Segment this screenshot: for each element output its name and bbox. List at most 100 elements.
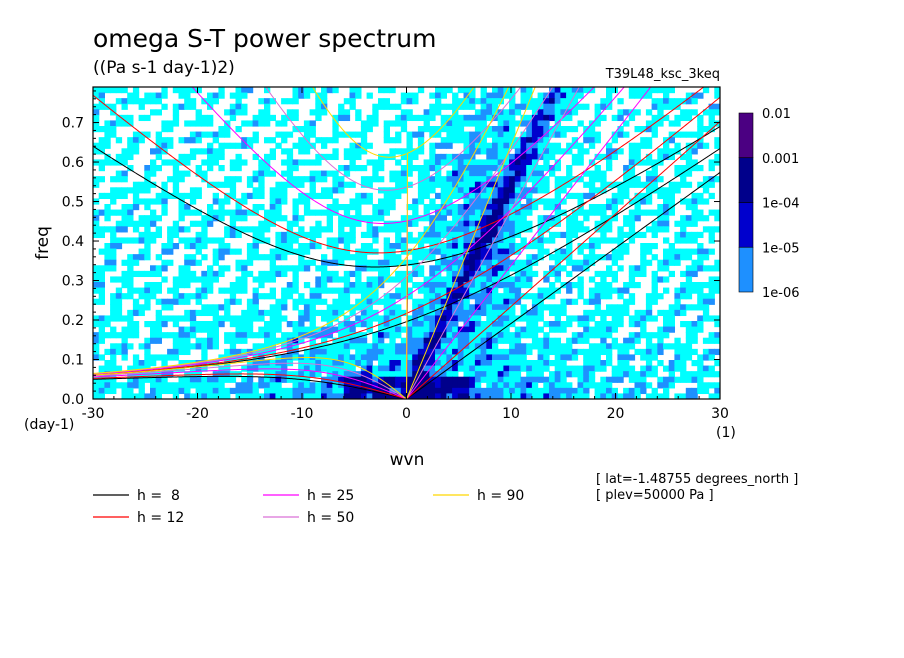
heatmap-cell	[121, 204, 128, 211]
heatmap-cell	[685, 326, 693, 333]
heatmap-cell	[412, 337, 419, 344]
heatmap-cell	[452, 103, 459, 110]
heatmap-cell	[657, 220, 664, 227]
heatmap-cell	[697, 131, 704, 138]
heatmap-cell	[389, 360, 396, 367]
heatmap-cell	[640, 137, 647, 144]
heatmap-cell	[549, 360, 556, 367]
heatmap-cell	[429, 365, 436, 372]
heatmap-cell	[645, 382, 653, 389]
heatmap-cell	[634, 153, 641, 161]
heatmap-cell	[286, 287, 294, 294]
heatmap-cell	[588, 276, 596, 283]
heatmap-cell	[503, 142, 510, 149]
heatmap-cell	[526, 103, 533, 110]
heatmap-cell	[457, 103, 465, 110]
heatmap-cell	[663, 114, 670, 122]
heatmap-cell	[417, 393, 425, 399]
heatmap-cell	[326, 393, 333, 399]
heatmap-cell	[697, 120, 704, 127]
heatmap-cell	[708, 287, 715, 294]
heatmap-cell	[332, 276, 339, 283]
heatmap-cell	[366, 198, 373, 205]
heatmap-cell	[588, 287, 596, 294]
heatmap-cell	[343, 393, 351, 399]
heatmap-cell	[571, 159, 579, 166]
heatmap-cell	[349, 165, 356, 172]
heatmap-cell	[412, 237, 419, 244]
heatmap-cell	[480, 198, 487, 205]
heatmap-cell	[549, 376, 556, 383]
heatmap-cell	[303, 87, 311, 94]
heatmap-cell	[623, 187, 630, 194]
y-axis: 0.00.10.20.30.40.50.60.7	[62, 90, 720, 408]
heatmap-cell	[486, 276, 493, 283]
heatmap-cell	[241, 142, 248, 149]
heatmap-cell	[714, 87, 720, 94]
heatmap-cell	[412, 360, 419, 367]
heatmap-cell	[623, 243, 630, 250]
heatmap-cell	[383, 376, 390, 383]
heatmap-cell	[668, 343, 675, 350]
heatmap-cell	[480, 259, 487, 266]
heatmap-cell	[492, 387, 499, 395]
heatmap-cell	[229, 298, 237, 305]
heatmap-cell	[486, 142, 493, 149]
heatmap-cell	[503, 387, 510, 395]
heatmap-cell	[389, 192, 396, 200]
heatmap-cell	[218, 248, 225, 255]
heatmap-cell	[440, 315, 447, 322]
heatmap-cell	[463, 170, 470, 177]
heatmap-cell	[606, 92, 613, 99]
heatmap-cell	[577, 282, 584, 289]
heatmap-cell	[383, 259, 390, 266]
heatmap-cell	[292, 176, 299, 183]
heatmap-cell	[429, 321, 436, 328]
heatmap-cell	[195, 321, 202, 328]
heatmap-cell	[286, 159, 294, 166]
heatmap-cell	[315, 326, 322, 333]
heatmap-cell	[349, 142, 356, 149]
heatmap-cell	[246, 137, 254, 144]
heatmap-cell	[104, 254, 111, 261]
heatmap-cell	[708, 293, 715, 300]
heatmap-cell	[708, 176, 715, 183]
heatmap-cell	[651, 243, 658, 250]
heatmap-cell	[429, 360, 436, 367]
heatmap-cell	[577, 365, 584, 372]
heatmap-cell	[355, 343, 362, 350]
heatmap-cell	[657, 109, 664, 116]
heatmap-cell	[264, 165, 271, 172]
heatmap-cell	[378, 298, 385, 305]
heatmap-cell	[537, 293, 544, 300]
heatmap-cell	[531, 315, 539, 322]
heatmap-cell	[298, 393, 305, 399]
heatmap-cell	[144, 237, 151, 244]
heatmap-cell	[281, 254, 288, 261]
heatmap-cell	[469, 142, 476, 149]
heatmap-cell	[651, 270, 658, 278]
heatmap-cell	[560, 298, 567, 305]
heatmap-cell	[400, 287, 408, 294]
heatmap-cell	[560, 360, 567, 367]
heatmap-cell	[543, 332, 550, 339]
heatmap-cell	[332, 337, 339, 344]
heatmap-cell	[685, 337, 693, 344]
heatmap-cell	[554, 309, 561, 317]
annotation-plev: [ plev=50000 Pa ]	[596, 488, 714, 503]
heatmap-cell	[184, 103, 191, 110]
heatmap-cell	[412, 153, 419, 161]
heatmap-cell	[258, 170, 265, 177]
heatmap-cell	[435, 142, 442, 149]
heatmap-cell	[395, 332, 402, 339]
heatmap-cell	[207, 360, 214, 367]
heatmap-cell	[560, 321, 567, 328]
heatmap-cell	[435, 287, 442, 294]
heatmap-cell	[571, 259, 579, 266]
heatmap-cell	[338, 360, 345, 367]
heatmap-cell	[298, 192, 305, 200]
heatmap-cell	[298, 226, 305, 233]
heatmap-cell	[115, 332, 123, 339]
heatmap-cell	[309, 120, 316, 127]
curve-ig-h25	[191, 87, 407, 224]
